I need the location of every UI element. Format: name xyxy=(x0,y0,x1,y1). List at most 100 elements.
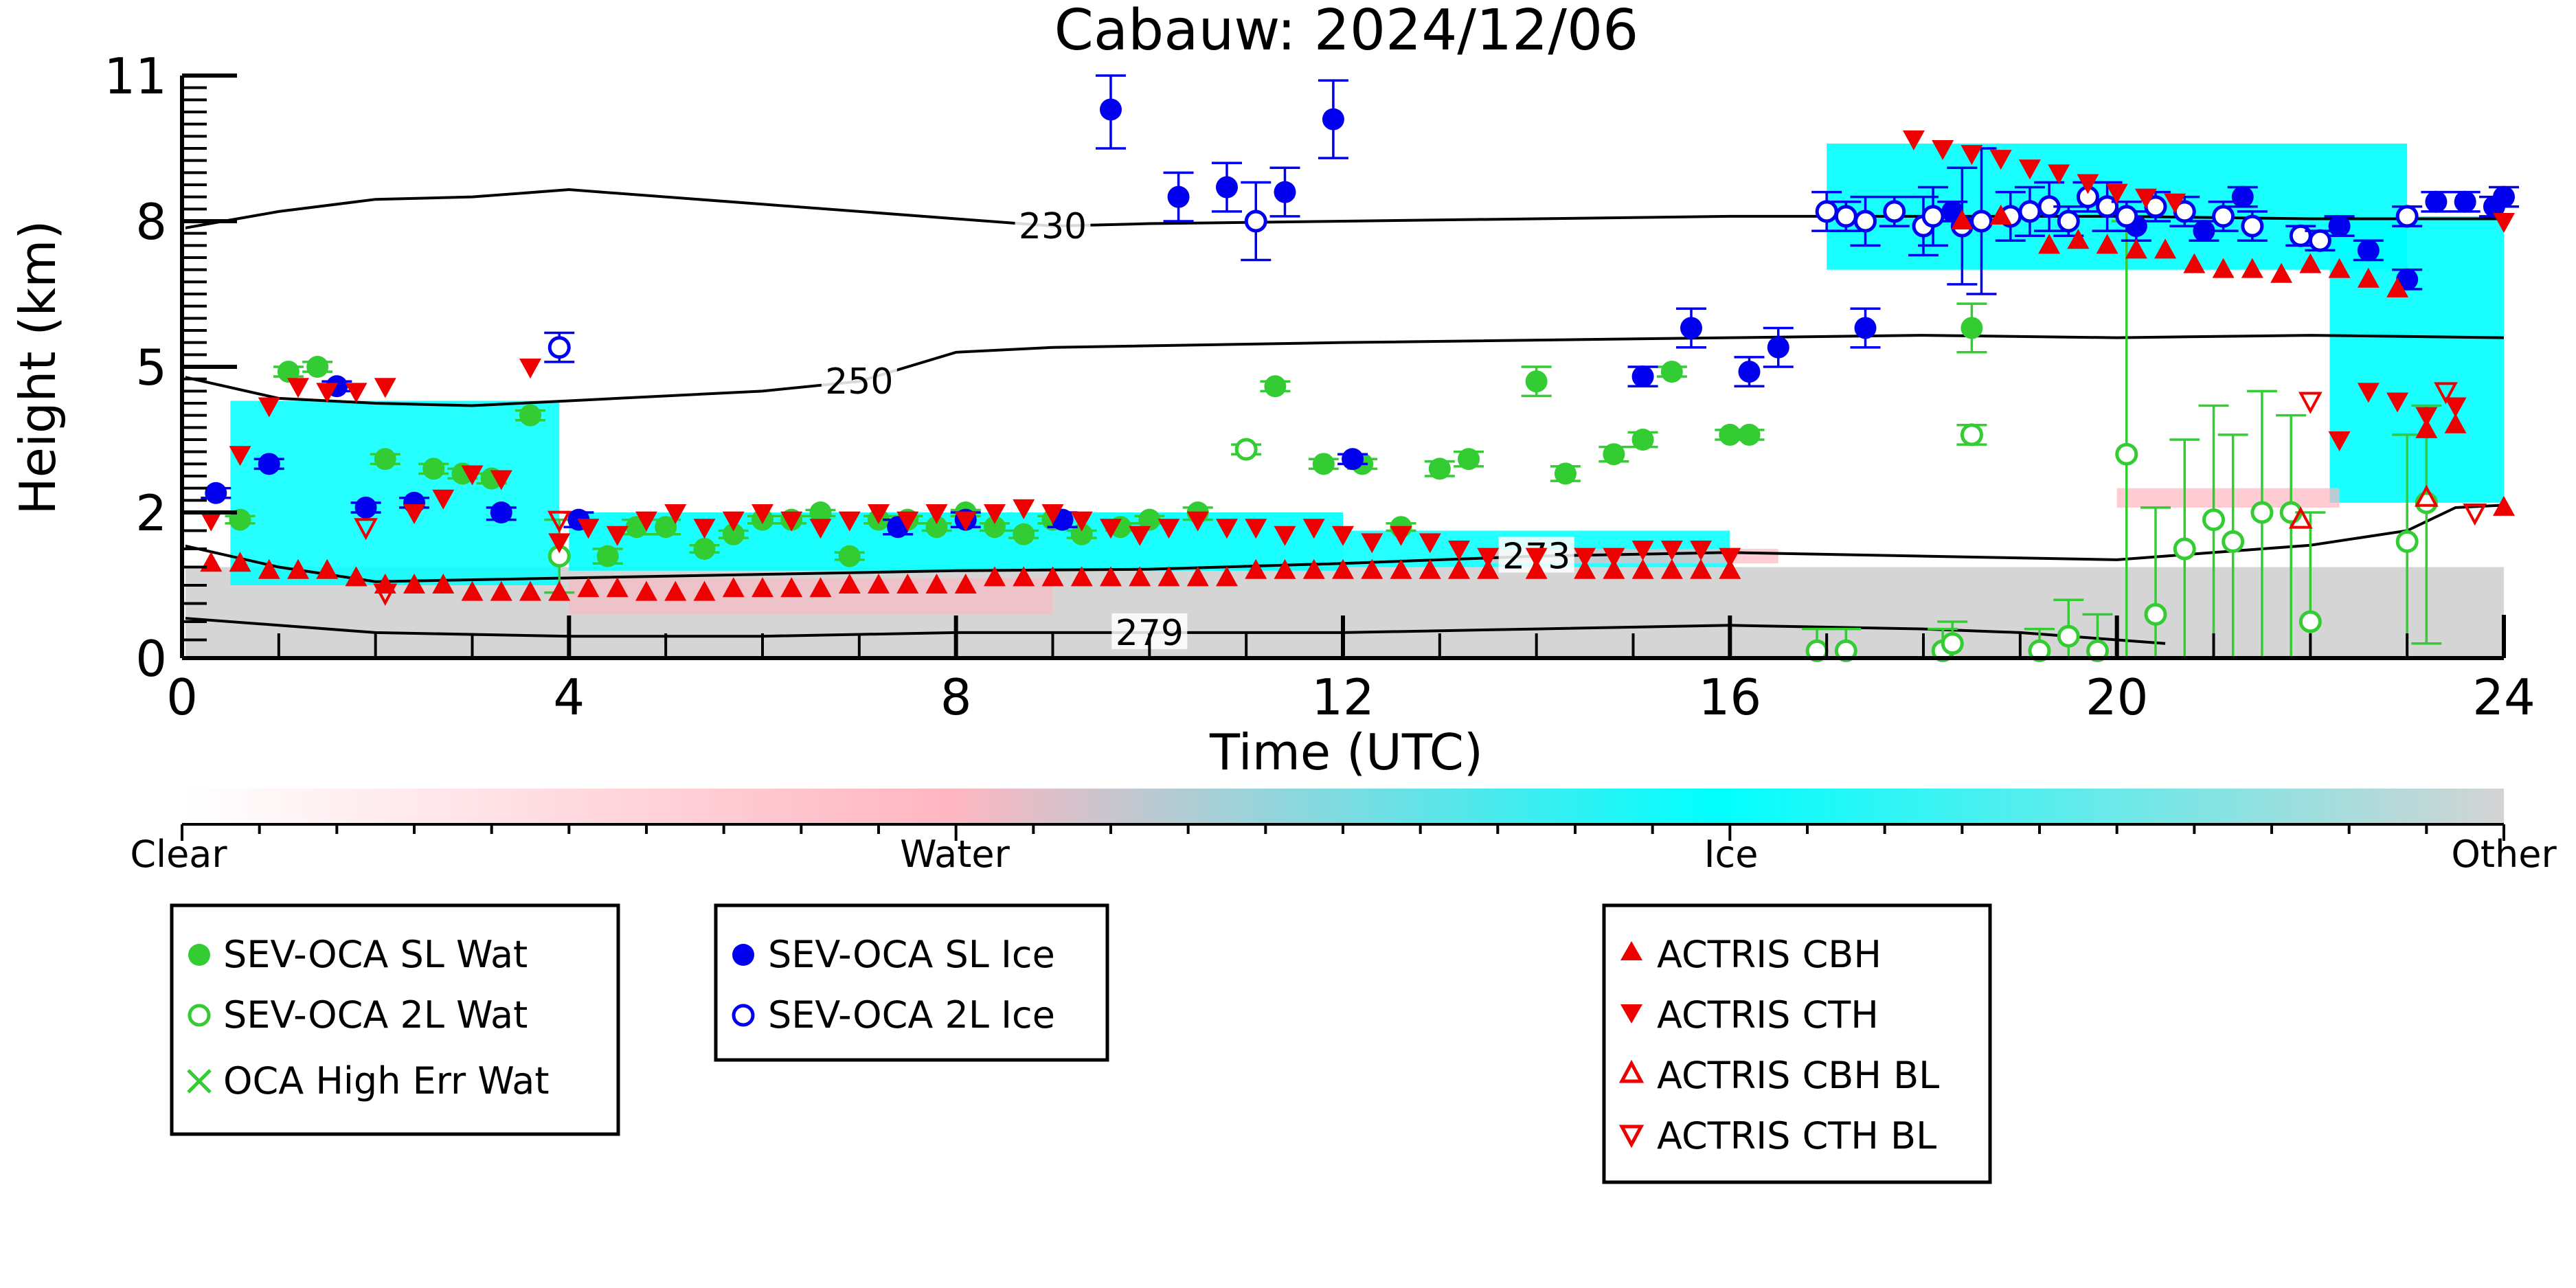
point-s0-1 xyxy=(277,361,300,383)
point-s6-52 xyxy=(1902,130,1925,150)
point-s6-12 xyxy=(548,533,571,554)
point-s5-28 xyxy=(1013,566,1035,587)
point-s3-19 xyxy=(1767,336,1789,359)
point-s6-18 xyxy=(722,511,745,532)
point-s6-40 xyxy=(1361,533,1383,554)
point-s1-10 xyxy=(2115,442,2138,466)
point-s8-3 xyxy=(2298,392,2323,414)
legend-ice: SEV-OCA SL Ice SEV-OCA 2L Ice xyxy=(714,903,1109,1062)
legend-marker-2l-ice xyxy=(732,1004,755,1027)
point-s5-66 xyxy=(2386,277,2409,297)
point-s1-8 xyxy=(2057,624,2080,648)
point-s4-23 xyxy=(2395,205,2419,228)
point-s5-33 xyxy=(1157,566,1180,587)
isotherm-label-bg-250 xyxy=(821,362,897,398)
point-s6-28 xyxy=(1013,499,1035,519)
point-s3-25 xyxy=(2328,215,2351,238)
point-s0-12 xyxy=(722,523,745,545)
point-s3-20 xyxy=(1854,317,1877,339)
isotherm-label-230: 230 xyxy=(1019,206,1087,247)
x-tick-label-5: 20 xyxy=(2086,668,2149,726)
colorbar-label-water: Water xyxy=(900,833,1010,876)
point-s6-34 xyxy=(1186,511,1209,532)
point-s4-13 xyxy=(2057,210,2080,233)
point-s1-6 xyxy=(1960,423,1983,447)
point-s1-5 xyxy=(1941,632,1964,655)
point-s6-46 xyxy=(1574,547,1596,568)
class-band-5 xyxy=(2329,216,2504,503)
point-s5-52 xyxy=(1951,210,1974,229)
point-s8-0 xyxy=(354,518,378,541)
point-s6-43 xyxy=(1448,541,1470,561)
legend-marker-sl-ice xyxy=(732,944,754,966)
point-s6-22 xyxy=(838,511,861,532)
point-s0-36 xyxy=(1603,443,1625,466)
point-s6-51 xyxy=(1719,547,1741,568)
point-s5-64 xyxy=(2328,258,2351,278)
series-7 xyxy=(2288,484,2439,529)
legend-marker-cth-bl xyxy=(1618,1125,1645,1149)
point-s5-23 xyxy=(868,574,890,594)
point-s5-15 xyxy=(635,580,657,601)
point-s6-67 xyxy=(2493,213,2515,233)
point-s4-1 xyxy=(1244,210,1267,233)
point-s6-48 xyxy=(1631,541,1654,561)
point-s6-55 xyxy=(1989,150,2012,170)
legend-marker-high-err-wat xyxy=(187,1069,212,1094)
point-s7-0 xyxy=(2288,506,2313,529)
point-s8-4 xyxy=(2434,382,2458,405)
point-s3-0 xyxy=(205,482,227,504)
point-s5-31 xyxy=(1100,566,1122,587)
x-tick-label-2: 8 xyxy=(940,668,972,726)
point-s5-45 xyxy=(1525,558,1548,579)
point-s6-5 xyxy=(345,383,368,403)
point-s0-29 xyxy=(1312,453,1335,475)
point-s5-46 xyxy=(1574,558,1596,579)
point-s6-11 xyxy=(519,359,541,379)
x-tick-label-3: 12 xyxy=(1311,668,1375,726)
point-s6-45 xyxy=(1525,547,1548,568)
point-s5-26 xyxy=(954,574,977,594)
series-8 xyxy=(354,382,2487,606)
point-s5-19 xyxy=(752,577,773,598)
point-s6-63 xyxy=(2357,383,2380,403)
point-s6-26 xyxy=(954,511,977,532)
point-s5-67 xyxy=(2415,418,2438,438)
point-s0-4 xyxy=(422,457,445,480)
point-s6-64 xyxy=(2386,392,2409,413)
point-s5-32 xyxy=(1129,566,1151,587)
point-s6-33 xyxy=(1157,519,1180,539)
point-s5-22 xyxy=(838,574,861,594)
errorbar-s1-19 xyxy=(2411,404,2442,645)
point-s4-16 xyxy=(2115,205,2138,228)
legend-marker-cbh-bl xyxy=(1618,1059,1645,1083)
point-s5-12 xyxy=(548,580,571,601)
point-s6-10 xyxy=(490,470,512,490)
point-s3-18 xyxy=(1738,361,1761,383)
point-s5-69 xyxy=(2493,495,2515,516)
colorbar-label-clear: Clear xyxy=(130,833,227,876)
point-s5-44 xyxy=(1477,558,1500,579)
point-s1-1 xyxy=(1234,438,1258,461)
point-s4-7 xyxy=(1921,205,1945,228)
point-s3-28 xyxy=(2425,190,2448,213)
point-s6-50 xyxy=(1690,541,1713,561)
point-s6-59 xyxy=(2105,183,2128,204)
point-s5-9 xyxy=(461,580,484,601)
point-s6-7 xyxy=(403,504,425,524)
point-s6-24 xyxy=(896,511,919,532)
point-s6-27 xyxy=(984,504,1006,524)
point-s0-21 xyxy=(984,516,1006,539)
legend-text-cbh-bl: ACTRIS CBH BL xyxy=(1657,1054,1939,1097)
point-s0-16 xyxy=(838,545,861,567)
point-s4-15 xyxy=(2096,195,2119,218)
point-s6-6 xyxy=(374,378,396,398)
point-s5-11 xyxy=(519,580,541,601)
data-marks xyxy=(200,74,2519,662)
point-s5-6 xyxy=(374,574,396,594)
point-s6-65 xyxy=(2415,407,2438,427)
colorbar-label-ice: Ice xyxy=(1704,833,1759,876)
point-s6-14 xyxy=(606,526,629,546)
point-s5-7 xyxy=(403,574,425,594)
point-s6-21 xyxy=(809,519,832,539)
